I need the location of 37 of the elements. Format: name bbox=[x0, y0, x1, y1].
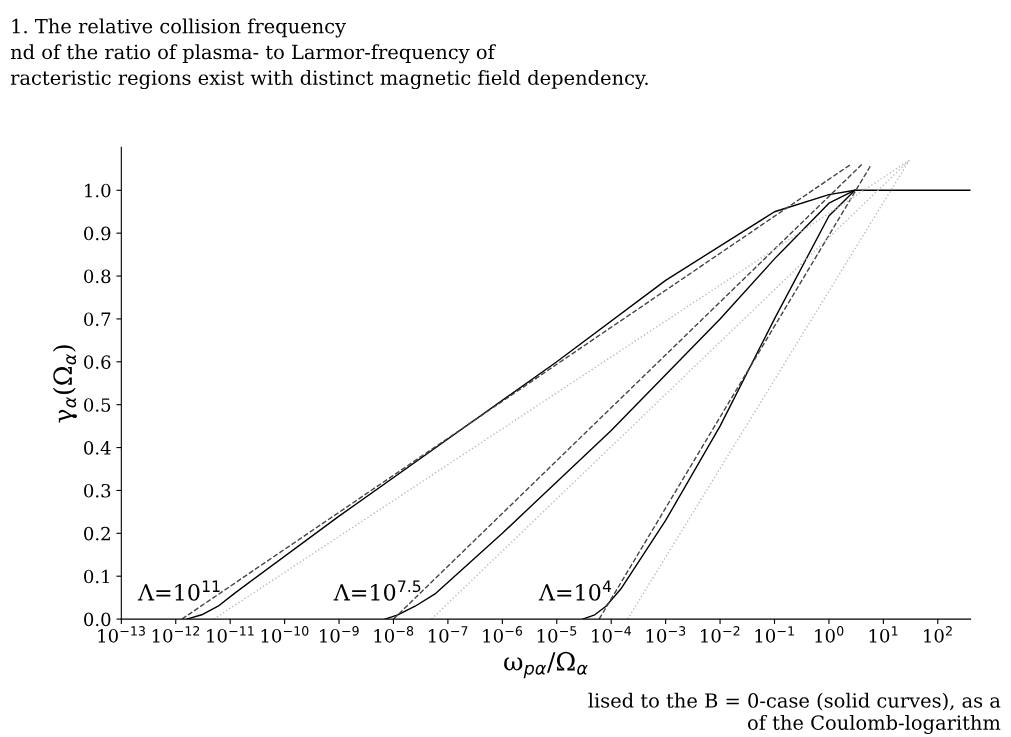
x-tick-label: 10$^{2}$ bbox=[924, 626, 952, 643]
y-tick-label: 0.1 bbox=[84, 569, 110, 584]
series-label: Λ=10$^{7.5}$ bbox=[333, 580, 421, 601]
x-tick-label: 10$^{−12}$ bbox=[152, 626, 200, 643]
y-axis-title: γ$_{α}$(Ω$_{α}$) bbox=[52, 345, 78, 423]
text: 1. The relative collision frequency bbox=[12, 18, 347, 38]
x-tick-label: 10$^{−2}$ bbox=[701, 626, 740, 643]
x-tick-label: 10$^{−11}$ bbox=[207, 626, 254, 643]
x-tick-label: 10$^{−10}$ bbox=[261, 626, 309, 643]
x-tick-label: 10$^{0}$ bbox=[815, 626, 844, 643]
x-tick-label: 10$^{1}$ bbox=[869, 626, 898, 643]
y-tick-label: 1.0 bbox=[85, 183, 111, 198]
x-tick-label: 10$^{−8}$ bbox=[374, 626, 414, 643]
y-tick-label: 0.8 bbox=[84, 269, 111, 284]
text: of the Coulomb-logarithm bbox=[748, 714, 1001, 734]
series-label: Λ=10$^{4}$ bbox=[538, 580, 612, 601]
x-axis-title: ω$_{pα}$/Ω$_{α}$ bbox=[504, 651, 588, 679]
x-tick-label: 10$^{−1}$ bbox=[755, 626, 794, 643]
text: lised to the B = 0-case (solid curves), as a bbox=[588, 692, 1001, 711]
x-tick-label: 10$^{−9}$ bbox=[320, 626, 359, 643]
x-tick-label: 10$^{−6}$ bbox=[483, 626, 523, 643]
text: nd of the ratio of plasma- to Larmor-frequency of bbox=[10, 44, 496, 64]
y-tick-label: 0.7 bbox=[84, 312, 111, 327]
series-label: Λ=10$^{11}$ bbox=[137, 580, 220, 601]
y-tick-label: 0.4 bbox=[84, 441, 111, 455]
x-tick-label: 10$^{−13}$ bbox=[98, 626, 145, 643]
text: racteristic regions exist with distinct magnetic field dependency. bbox=[10, 70, 648, 90]
y-tick-label: 0.0 bbox=[84, 612, 111, 627]
y-tick-label: 0.2 bbox=[84, 526, 110, 541]
y-tick-label: 0.3 bbox=[84, 483, 111, 498]
y-tick-label: 0.6 bbox=[84, 355, 111, 369]
y-tick-label: 0.9 bbox=[84, 226, 111, 241]
y-tick-label: 0.5 bbox=[84, 398, 111, 412]
x-tick-label: 10$^{−5}$ bbox=[537, 626, 577, 643]
x-tick-label: 10$^{−4}$ bbox=[592, 626, 632, 643]
x-tick-label: 10$^{−3}$ bbox=[646, 626, 686, 643]
x-tick-label: 10$^{−7}$ bbox=[428, 626, 468, 643]
